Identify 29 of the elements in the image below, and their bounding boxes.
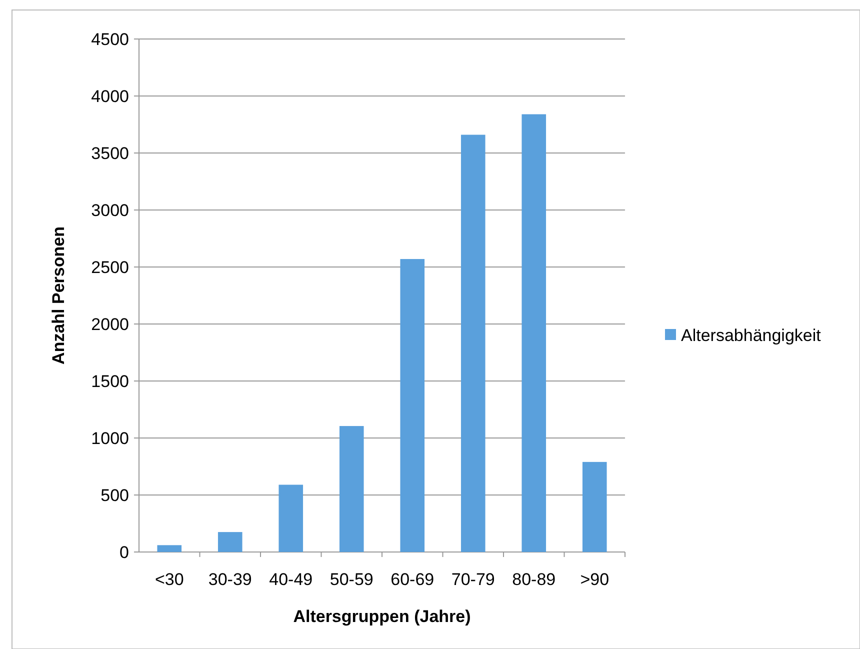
bar	[400, 259, 425, 552]
y-tick-label: 500	[100, 486, 129, 505]
y-tick-label: 1000	[91, 428, 129, 448]
x-axis-title: Altersgruppen (Jahre)	[293, 607, 471, 626]
y-tick-label: 3500	[91, 144, 129, 163]
x-tick-label: 80-89	[512, 570, 556, 589]
y-tick-label: 0	[120, 542, 129, 562]
bar	[339, 426, 364, 552]
x-tick-label: 70-79	[451, 570, 495, 589]
x-tick-label: 60-69	[390, 570, 434, 589]
y-tick-label: 2500	[91, 258, 129, 277]
bar	[278, 484, 304, 552]
bar	[522, 114, 546, 552]
bar	[460, 134, 486, 552]
y-tick-label: 3000	[91, 200, 129, 220]
legend-label: Altersabhängigkeit	[681, 326, 822, 345]
x-tick-label: 40-49	[269, 570, 313, 589]
y-tick-label: 4500	[91, 30, 129, 49]
x-tick-label: 50-59	[330, 570, 374, 589]
x-tick-label: >90	[580, 570, 610, 589]
bar	[218, 532, 242, 552]
bar	[157, 545, 182, 552]
x-tick-label: 30-39	[208, 570, 252, 589]
x-tick-label: <30	[154, 570, 184, 589]
y-axis-title: Anzahl Personen	[49, 226, 68, 364]
y-tick-label: 2000	[91, 314, 129, 334]
y-tick-label: 1500	[91, 372, 129, 391]
bar	[582, 462, 607, 552]
y-tick-label: 4000	[91, 86, 129, 106]
